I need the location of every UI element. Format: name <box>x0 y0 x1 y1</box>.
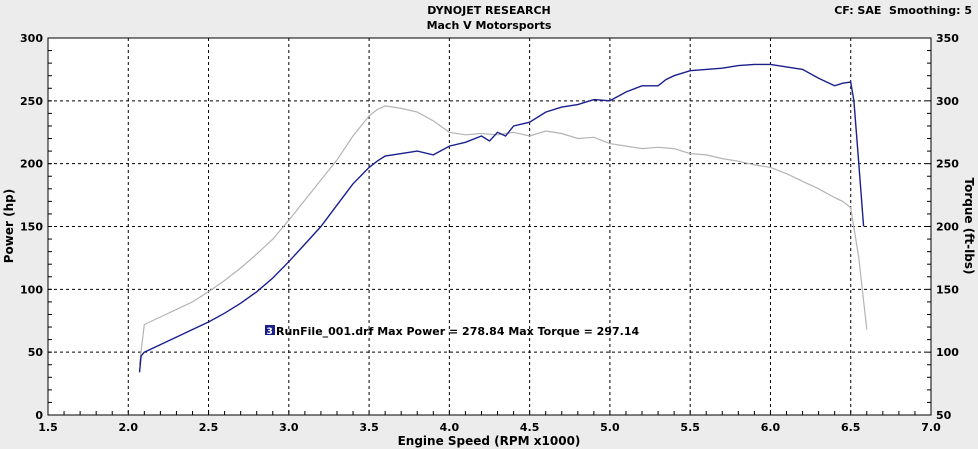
power-series-line <box>138 63 865 373</box>
plot-area <box>47 37 932 416</box>
x-axis-label: Engine Speed (RPM x1000) <box>398 434 581 448</box>
y-tick-label: 50 <box>28 346 44 359</box>
run-annotation: RunFile_001.drf Max Power = 278.84 Max T… <box>276 325 639 338</box>
y-axis-label: Power (hp) <box>2 189 16 263</box>
y-tick-label: 200 <box>20 158 43 171</box>
x-tick-label: 4.0 <box>440 421 460 434</box>
x-tick-label: 5.0 <box>600 421 620 434</box>
x-tick-label: 7.0 <box>921 421 941 434</box>
run-badge-number: 3 <box>267 327 273 337</box>
x-tick-label: 6.5 <box>841 421 861 434</box>
x-tick-label: 2.0 <box>119 421 139 434</box>
run-badge <box>265 325 275 335</box>
x-tick-label: 1.5 <box>38 421 58 434</box>
x-axis-ticks: 1.5 2.0 2.5 3.0 3.5 4.0 4.5 5.0 5.5 6.0 6.5 7.0 <box>38 411 941 434</box>
y2-tick-label: 350 <box>936 32 959 45</box>
y2-tick-label: 200 <box>936 221 959 234</box>
y-tick-label: 300 <box>20 32 43 45</box>
y-tick-label: 150 <box>20 221 43 234</box>
x-tick-label: 6.0 <box>761 421 781 434</box>
y2-tick-label: 250 <box>936 158 959 171</box>
x-tick-label: 3.5 <box>359 421 379 434</box>
x-tick-label: 4.5 <box>520 421 540 434</box>
y2-tick-label: 300 <box>936 95 959 108</box>
y-tick-label: 250 <box>20 95 43 108</box>
y2-axis-ticks: 50 100 150 200 250 300 350 <box>927 32 959 422</box>
chart-subtitle: Mach V Motorsports <box>426 19 552 32</box>
y2-axis-label: Torque (ft-lbs) <box>962 178 976 275</box>
y-axis-ticks: 0 50 100 150 200 250 300 <box>20 32 52 422</box>
chart-title: DYNOJET RESEARCH <box>427 4 551 17</box>
x-tick-label: 2.5 <box>199 421 219 434</box>
x-tick-label: 3.0 <box>279 421 299 434</box>
x-tick-label: 5.5 <box>680 421 700 434</box>
y2-tick-label: 50 <box>936 409 952 422</box>
y2-tick-label: 100 <box>936 346 959 359</box>
torque-series-line <box>138 105 868 365</box>
settings-label: CF: SAE Smoothing: 5 <box>834 4 972 17</box>
y-tick-label: 0 <box>35 409 43 422</box>
y2-tick-label: 150 <box>936 283 959 296</box>
y-tick-label: 100 <box>20 283 43 296</box>
